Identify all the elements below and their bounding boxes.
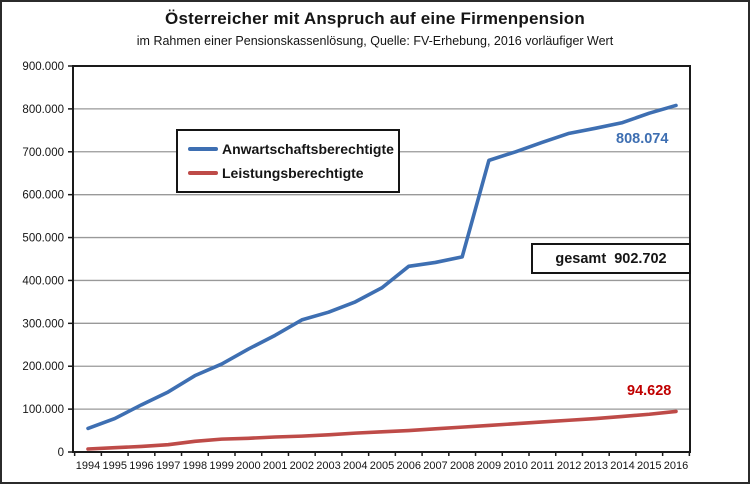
x-axis-label: 2000 (236, 460, 260, 472)
y-axis-label: 700.000 (22, 147, 64, 159)
x-axis-label: 2009 (477, 460, 501, 472)
x-axis-label: 2004 (343, 460, 367, 472)
series-line-leistungsberechtigte (86, 409, 678, 451)
y-axis-label: 100.000 (22, 404, 64, 416)
x-axis-label: 1997 (156, 460, 180, 472)
y-axis-label: 600.000 (22, 190, 64, 202)
annotation-blue-end-value: 808.074 (616, 131, 669, 147)
legend-item-leistungsberechtigte: Leistungsberechtigte (188, 165, 388, 181)
y-axis-label: 900.000 (22, 61, 64, 73)
x-axis-label: 2006 (396, 460, 420, 472)
x-axis-label: 2005 (370, 460, 394, 472)
y-axis-label: 300.000 (22, 318, 64, 330)
x-axis-label: 2015 (637, 460, 661, 472)
x-axis-label: 1998 (183, 460, 207, 472)
red-line-swatch-icon (188, 171, 218, 175)
x-axis-label: 2011 (531, 460, 555, 472)
annotation-red-end-value: 94.628 (627, 383, 672, 399)
legend-item-anwartschaftsberechtigte: Anwartschaftsberechtigte (188, 141, 394, 157)
x-axis-label: 1996 (129, 460, 153, 472)
x-axis-label: 2008 (450, 460, 474, 472)
y-axis-label: 400.000 (22, 275, 64, 287)
x-axis-label: 2002 (290, 460, 314, 472)
annotation-total-box: gesamt 902.702 (531, 243, 691, 274)
x-axis-label: 1995 (102, 460, 126, 472)
x-axis-label: 2003 (316, 460, 340, 472)
y-axis-label: 800.000 (22, 104, 64, 116)
x-axis-label: 2014 (610, 460, 634, 472)
x-axis-label: 1999 (209, 460, 233, 472)
y-axis-label: 0 (58, 447, 64, 459)
y-axis-label: 200.000 (22, 361, 64, 373)
chart-subtitle: im Rahmen einer Pensionskassenlösung, Qu… (136, 34, 614, 48)
x-axis-label: 2010 (503, 460, 527, 472)
chart-title: Österreicher mit Anspruch auf eine Firme… (165, 9, 585, 28)
y-axis-label: 500.000 (22, 233, 64, 245)
x-axis-label: 2001 (263, 460, 287, 472)
x-axis-label: 1994 (76, 460, 100, 472)
chart-legend: Anwartschaftsberechtigte Leistungsberech… (176, 129, 400, 193)
series-line-anwartschaftsberechtigte (86, 103, 678, 431)
legend-label: Leistungsberechtigte (222, 165, 364, 181)
legend-label: Anwartschaftsberechtigte (222, 141, 394, 157)
x-axis-label: 2007 (423, 460, 447, 472)
x-axis-label: 2012 (557, 460, 581, 472)
x-axis-label: 2016 (664, 460, 688, 472)
x-axis-label: 2013 (584, 460, 608, 472)
blue-line-swatch-icon (188, 147, 218, 151)
